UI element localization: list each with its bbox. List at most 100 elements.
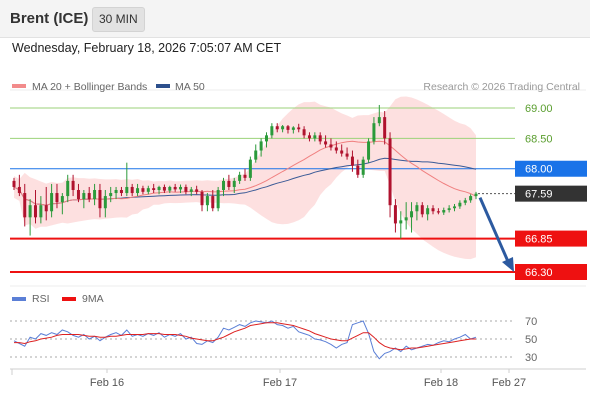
chart-datetime: Wednesday, February 18, 2026 7:05:07 AM … — [12, 41, 282, 55]
candle-body — [152, 188, 156, 190]
candle-body — [420, 205, 424, 215]
instrument-title: Brent (ICE) — [10, 10, 89, 27]
candle-body — [93, 190, 97, 200]
candle-body — [361, 159, 365, 175]
level-label: 68.00 — [525, 164, 553, 176]
candle-body — [87, 193, 91, 200]
candle-body — [350, 156, 354, 166]
candle-body — [44, 205, 48, 212]
candle-body — [238, 174, 242, 181]
candle-body — [345, 153, 349, 157]
candle-body — [291, 127, 295, 130]
forecast-arrow-shaft — [478, 197, 512, 267]
candle-body — [119, 190, 123, 194]
x-tick-label: Feb 16 — [90, 377, 124, 389]
x-tick-label: Feb 18 — [424, 377, 458, 389]
candle-body — [318, 135, 322, 142]
candle-body — [82, 193, 86, 200]
ma9-legend-label: 9MA — [82, 293, 104, 305]
candle-body — [270, 126, 274, 136]
ma20-line — [13, 140, 477, 206]
candle-body — [205, 196, 209, 206]
candle-body — [307, 135, 311, 139]
candle-body — [463, 200, 467, 203]
candle-body — [297, 127, 301, 130]
level-label: 66.30 — [525, 267, 553, 279]
ma20-legend-label: MA 20 + Bollinger Bands — [32, 81, 147, 93]
candle-body — [195, 189, 199, 192]
level-label-box — [515, 185, 587, 202]
candle-body — [125, 186, 129, 194]
candle-body — [356, 165, 360, 175]
candle-body — [162, 186, 166, 191]
rsi-tick-label: 70 — [525, 316, 537, 328]
candle-body — [281, 126, 285, 130]
level-label: 66.85 — [525, 234, 553, 246]
candle-body — [211, 196, 215, 209]
candle-body — [254, 150, 258, 160]
ma50-legend-label: MA 50 — [175, 81, 205, 93]
candle-body — [60, 196, 64, 203]
candle-body — [329, 144, 333, 148]
candle-body — [383, 117, 387, 139]
candle-body — [334, 147, 338, 151]
forecast-arrow-head — [502, 257, 514, 272]
candle-body — [442, 210, 446, 213]
candle-body — [324, 141, 328, 145]
level-label-box — [515, 160, 587, 177]
ma20-legend-swatch — [12, 84, 26, 88]
candle-body — [275, 126, 279, 130]
candle-body — [415, 205, 419, 212]
candle-body — [103, 196, 107, 209]
candle-body — [184, 186, 188, 192]
candle-body — [458, 202, 462, 207]
candle-body — [388, 138, 392, 206]
candle-body — [216, 190, 220, 209]
candle-body — [114, 190, 118, 194]
rsi-ma9-line — [14, 322, 476, 351]
candle-body — [50, 193, 54, 212]
candle-body — [33, 205, 37, 218]
candle-body — [179, 186, 183, 190]
candle-body — [377, 117, 381, 124]
x-tick-label: Feb 27 — [492, 377, 526, 389]
candle-body — [66, 180, 70, 197]
candle-body — [367, 141, 371, 160]
candle-body — [130, 186, 134, 194]
candle-body — [469, 196, 473, 201]
candle-body — [340, 150, 344, 154]
candle-body — [393, 205, 397, 224]
level-label-box — [515, 264, 587, 280]
candle-body — [222, 180, 226, 190]
candle-body — [189, 189, 193, 192]
candle-body — [76, 190, 80, 200]
rsi-legend-swatch — [12, 297, 26, 301]
candle-body — [227, 180, 231, 187]
level-label: 69.00 — [525, 103, 553, 115]
candle-body — [410, 211, 414, 218]
ma50-legend-swatch — [156, 84, 170, 88]
timeframe-button[interactable]: 30 MIN — [92, 7, 145, 32]
candle-body — [404, 217, 408, 221]
level-label: 68.50 — [525, 133, 553, 145]
candle-body — [426, 208, 430, 215]
candle-body — [302, 129, 306, 136]
candle-body — [28, 205, 32, 218]
rsi-line — [13, 320, 477, 360]
candle-body — [259, 141, 263, 151]
candle-body — [136, 188, 140, 194]
candle-body — [12, 180, 16, 187]
level-label-box — [515, 230, 587, 247]
candle-body — [313, 135, 317, 139]
credit-text: Research © 2026 Trading Central — [423, 81, 580, 93]
candle-body — [436, 211, 440, 213]
candle-body — [447, 208, 451, 211]
candle-body — [474, 193, 478, 197]
candle-body — [232, 180, 236, 187]
candle-body — [286, 126, 290, 130]
candle-body — [109, 193, 113, 197]
x-tick-label: Feb 17 — [263, 377, 297, 389]
candle-body — [453, 206, 457, 209]
candle-body — [98, 190, 102, 209]
